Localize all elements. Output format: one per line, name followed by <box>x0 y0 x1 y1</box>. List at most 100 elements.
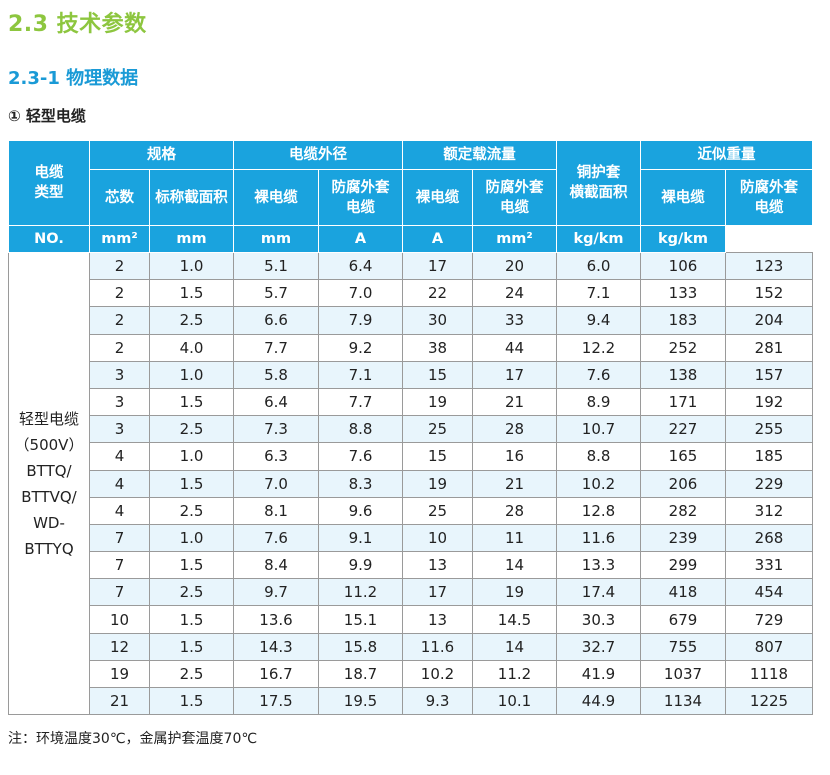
unit-cell: mm <box>233 225 319 253</box>
table-cell: 8.8 <box>318 415 403 444</box>
table-cell: 5.8 <box>233 360 319 389</box>
table-cell: 38 <box>402 333 473 362</box>
table-cell: 19.5 <box>318 686 403 716</box>
unit-cell: mm² <box>472 225 557 253</box>
table-cell: 41.9 <box>556 659 641 689</box>
table-cell: 1.0 <box>149 523 234 553</box>
table-cell: 9.1 <box>318 523 403 553</box>
table-cell: 25 <box>402 496 473 525</box>
table-cell: 2.5 <box>149 415 234 444</box>
table-cell: 138 <box>640 360 726 389</box>
header-current-bare: 裸电缆 <box>402 169 473 226</box>
table-cell: 7.3 <box>233 415 319 444</box>
table-row: 2 4.0 7.7 9.2 38 44 12.2 252 281 <box>9 333 813 362</box>
table-row: 3 1.0 5.8 7.1 15 17 7.6 138 157 <box>9 360 813 389</box>
unit-cell: mm <box>149 225 234 253</box>
table-cell: 22 <box>402 279 473 308</box>
table-cell: 282 <box>640 496 726 525</box>
table-cell: 9.6 <box>318 496 403 525</box>
table-cell: 16.7 <box>233 659 319 689</box>
table-cell: 7.1 <box>556 279 641 308</box>
table-cell: 3 <box>89 387 150 417</box>
table-cell: 33 <box>472 306 557 335</box>
table-cell: 1.0 <box>149 442 234 471</box>
table-cell: 2.5 <box>149 578 234 607</box>
table-cell: 8.4 <box>233 551 319 580</box>
unit-cell: kg/km <box>556 225 641 253</box>
table-cell: 7.6 <box>233 523 319 553</box>
table-cell: 183 <box>640 306 726 335</box>
table-cell: 13 <box>402 551 473 580</box>
table-cell: 1.5 <box>149 469 234 498</box>
table-cell: 5.7 <box>233 279 319 308</box>
table-cell: 8.3 <box>318 469 403 498</box>
table-cell: 6.4 <box>233 387 319 417</box>
table-cell: 19 <box>89 659 150 689</box>
table-row: 19 2.5 16.7 18.7 10.2 11.2 41.9 1037 1118 <box>9 659 813 689</box>
table-cell: 312 <box>725 496 813 525</box>
table-cell: 268 <box>725 523 813 553</box>
table-body: 轻型电缆 （500V） BTTQ/ BTTVQ/ WD- BTTYQ 2 1.0 5.… <box>8 251 813 716</box>
table-cell: 2.5 <box>149 496 234 525</box>
table-row: 12 1.5 14.3 15.8 11.6 14 32.7 755 807 <box>9 632 813 661</box>
table-cell: 1.5 <box>149 686 234 716</box>
table-cell: 19 <box>402 387 473 417</box>
table-cell: 15 <box>402 360 473 389</box>
header-current-sheathed: 防腐外套 电缆 <box>472 169 557 226</box>
table-cell: 1.5 <box>149 632 234 661</box>
table-cell: 755 <box>640 632 726 661</box>
table-cell: 9.3 <box>402 686 473 716</box>
table-cell: 1134 <box>640 686 726 716</box>
physical-data-table: 电缆 类型 规格 电缆外径 额定载流量 铜护套 横截面积 近似重量 芯数 标称截… <box>8 140 813 716</box>
header-cores: 芯数 <box>89 169 150 226</box>
table-cell: 7 <box>89 578 150 607</box>
table-cell: 11.2 <box>318 578 403 607</box>
table-cell: 229 <box>725 469 813 498</box>
table-cell: 299 <box>640 551 726 580</box>
table-cell: 11.6 <box>402 632 473 661</box>
table-cell: 171 <box>640 387 726 417</box>
table-row: 3 2.5 7.3 8.8 25 28 10.7 227 255 <box>9 415 813 444</box>
table-cell: 21 <box>89 686 150 716</box>
table-cell: 454 <box>725 578 813 607</box>
table-cell: 20 <box>472 251 557 281</box>
table-cell: 6.4 <box>318 251 403 281</box>
table-row: 4 2.5 8.1 9.6 25 28 12.8 282 312 <box>9 496 813 525</box>
table-cell: 9.9 <box>318 551 403 580</box>
table-cell: 2 <box>89 251 150 281</box>
table-cell: 12.2 <box>556 333 641 362</box>
table-cell: 6.0 <box>556 251 641 281</box>
header-nominal-area: 标称截面积 <box>149 169 234 226</box>
table-cell: 2 <box>89 279 150 308</box>
table-cell: 15.1 <box>318 605 403 634</box>
table-cell: 10.7 <box>556 415 641 444</box>
table-cell: 13.3 <box>556 551 641 580</box>
table-cell: 18.7 <box>318 659 403 689</box>
table-cell: 8.8 <box>556 442 641 471</box>
table-cell: 9.7 <box>233 578 319 607</box>
table-cell: 7.7 <box>233 333 319 362</box>
table-cell: 152 <box>725 279 813 308</box>
table-cell: 1.5 <box>149 605 234 634</box>
table-cell: 1.0 <box>149 360 234 389</box>
table-cell: 21 <box>472 469 557 498</box>
table-cell: 9.2 <box>318 333 403 362</box>
table-row: 3 1.5 6.4 7.7 19 21 8.9 171 192 <box>9 387 813 417</box>
table-row: 21 1.5 17.5 19.5 9.3 10.1 44.9 1134 1225 <box>9 686 813 716</box>
table-cell: 1.5 <box>149 279 234 308</box>
table-cell: 206 <box>640 469 726 498</box>
table-cell: 7.7 <box>318 387 403 417</box>
table-cell: 3 <box>89 360 150 389</box>
table-row: 2 1.5 5.7 7.0 22 24 7.1 133 152 <box>9 279 813 308</box>
header-weight: 近似重量 <box>640 140 813 170</box>
table-cell: 239 <box>640 523 726 553</box>
unit-cell: kg/km <box>640 225 726 253</box>
table-cell: 8.9 <box>556 387 641 417</box>
table-cell: 7 <box>89 523 150 553</box>
table-cell: 7.9 <box>318 306 403 335</box>
table-cell: 11 <box>472 523 557 553</box>
table-cell: 15.8 <box>318 632 403 661</box>
table-cell: 4 <box>89 442 150 471</box>
table-cell: 10.1 <box>472 686 557 716</box>
table-cell: 4.0 <box>149 333 234 362</box>
